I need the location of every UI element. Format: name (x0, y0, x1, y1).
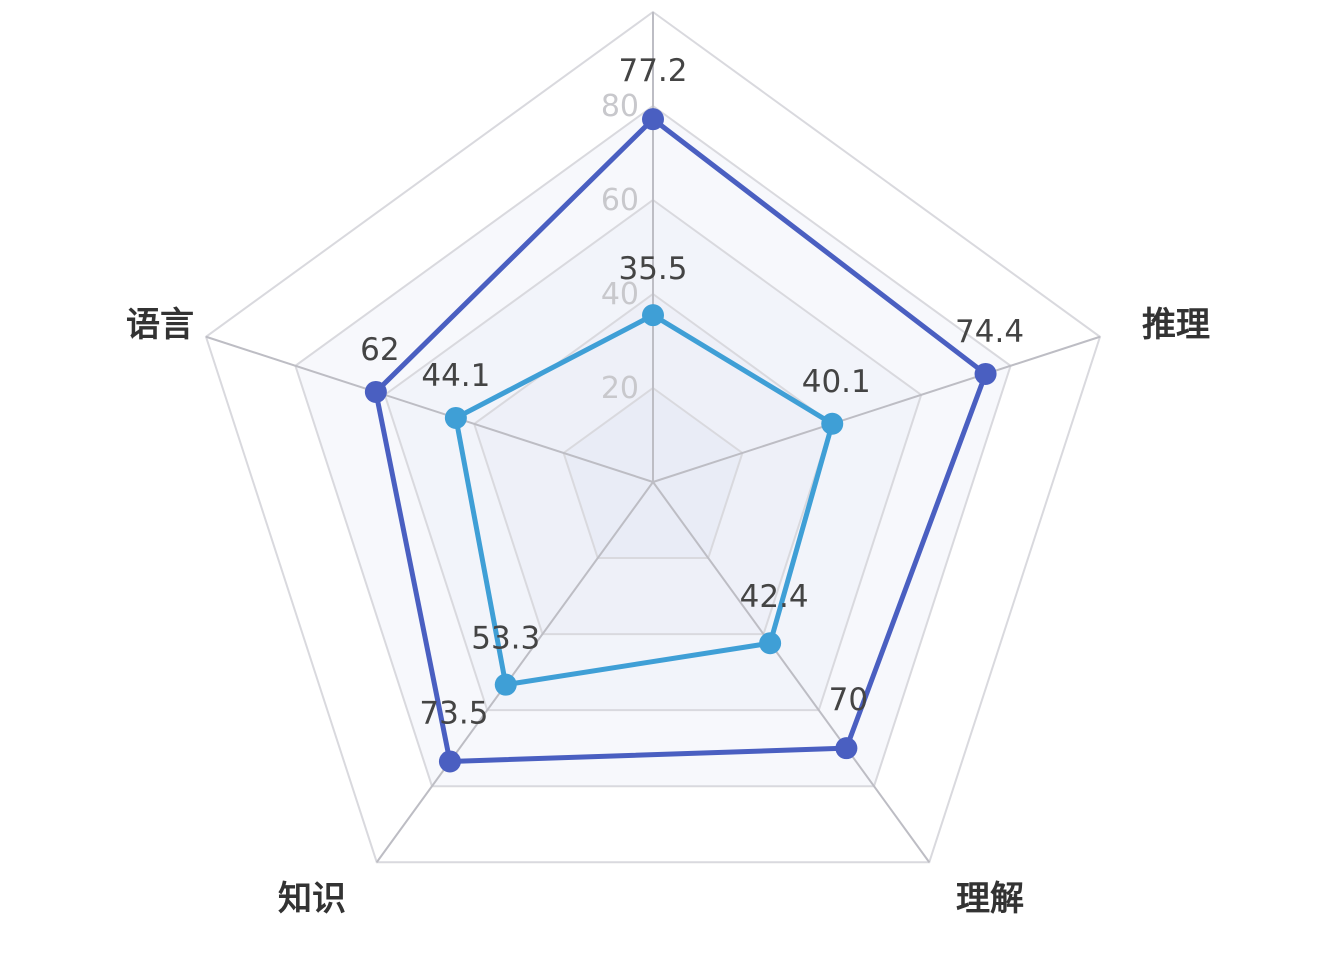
tick-label: 40 (601, 277, 639, 312)
grid-ring-60 (383, 198, 923, 712)
series-2-point (494, 673, 517, 696)
data-label: 77.2 (618, 53, 687, 89)
grid-ring-20 (562, 386, 744, 560)
data-label: 53.3 (471, 621, 540, 657)
grid-spoke-ru (652, 335, 1101, 483)
series-2-point (821, 412, 844, 435)
axis-label: 推理 (1142, 305, 1210, 345)
data-label: 70 (829, 682, 868, 718)
data-label: 62 (360, 332, 399, 368)
series-1-point (364, 380, 387, 403)
tick-label: 80 (601, 89, 639, 124)
tick-label: 60 (601, 183, 639, 218)
data-label: 35.5 (618, 251, 687, 287)
data-label: 44.1 (421, 358, 490, 394)
series-line-1 (373, 116, 989, 764)
grid-spoke-ll (375, 481, 654, 863)
value-labels: 77.2 62 74.4 70 73.5 35.5 44.1 40.1 42.4 53.3 (360, 53, 1024, 731)
grid-spoke-lu (205, 335, 654, 483)
grid-ring-80 (294, 104, 1012, 788)
grid-spoke-rl (652, 481, 931, 863)
axis-label: 理解 (956, 879, 1024, 919)
tick-labels: 20 40 60 80 (601, 89, 639, 406)
series-2-point (759, 632, 782, 655)
series-2-point (642, 304, 664, 327)
axis-label: 语言 (126, 305, 194, 345)
series-1-point (835, 737, 858, 760)
data-label: 74.4 (955, 314, 1024, 350)
grid-ring-100 (204, 10, 1102, 864)
axis-label: 知识 (278, 879, 346, 919)
series-layer (364, 108, 997, 773)
tick-label: 20 (601, 371, 639, 406)
grid-ring-40 (473, 292, 833, 636)
data-label: 73.5 (419, 695, 488, 731)
data-label: 42.4 (740, 579, 809, 615)
series-line-2 (453, 312, 835, 688)
series-1-point (438, 750, 461, 773)
series-2-point (444, 406, 467, 429)
grid-spokes (205, 12, 1101, 863)
data-label: 40.1 (802, 364, 871, 400)
series-1-point (974, 362, 997, 385)
series-1-point (642, 108, 664, 131)
